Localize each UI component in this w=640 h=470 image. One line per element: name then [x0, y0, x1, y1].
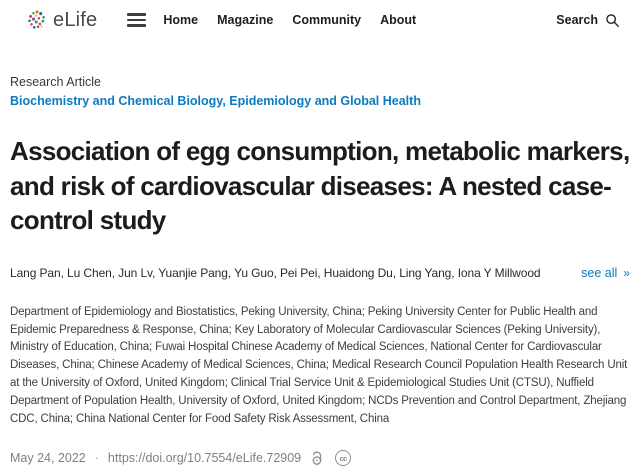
nav-community[interactable]: Community [292, 13, 362, 27]
creative-commons-icon[interactable]: cc [335, 450, 352, 467]
article-meta: May 24, 2022 · https://doi.org/10.7554/e… [10, 450, 630, 467]
search-button[interactable]: Search [556, 13, 620, 28]
see-all-authors-link[interactable]: see all » [569, 266, 630, 280]
separator-dot: · [94, 451, 99, 466]
affiliations-text: Department of Epidemiology and Biostatis… [10, 305, 628, 425]
nav-home[interactable]: Home [163, 13, 199, 27]
authors-row: Lang Pan, Lu Chen, Jun Lv, Yuanjie Pang,… [10, 266, 630, 280]
search-label: Search [556, 13, 598, 27]
publish-date: May 24, 2022 [10, 451, 86, 466]
elife-logo-text: eLife [53, 8, 98, 31]
search-icon [606, 13, 619, 27]
primary-nav: Home Magazine Community About [163, 13, 416, 27]
subject-categories-link[interactable]: Biochemistry and Chemical Biology, Epide… [10, 94, 421, 108]
cc-glyph: cc [339, 453, 347, 463]
nav-magazine[interactable]: Magazine [217, 13, 274, 27]
nav-about[interactable]: About [380, 13, 417, 27]
see-all-label: see all [581, 265, 618, 280]
site-header: eLife Home Magazine Community About Sear… [0, 0, 640, 34]
doi-link[interactable]: https://doi.org/10.7554/eLife.72909 [107, 451, 302, 466]
elife-logo-icon [28, 10, 45, 29]
article-page: Research Article Biochemistry and Chemic… [0, 75, 640, 467]
article-title: Association of egg consumption, metaboli… [10, 136, 630, 236]
author-list: Lang Pan, Lu Chen, Jun Lv, Yuanjie Pang,… [10, 265, 541, 280]
article-type-label: Research Article [10, 75, 102, 89]
open-access-icon[interactable] [310, 450, 326, 466]
menu-icon[interactable] [127, 13, 147, 27]
chevron-right-icon: » [623, 265, 630, 280]
elife-logo[interactable]: eLife [26, 9, 97, 32]
